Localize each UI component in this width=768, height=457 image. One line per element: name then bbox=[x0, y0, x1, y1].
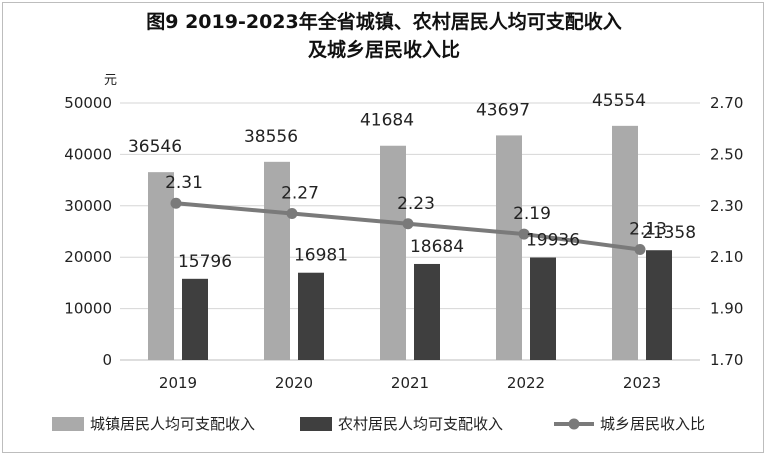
ratio-point bbox=[634, 243, 646, 255]
ratio-label: 2.31 bbox=[165, 173, 203, 193]
rural-income-label: 19936 bbox=[526, 231, 580, 251]
x-tick-label: 2021 bbox=[391, 374, 429, 392]
rural-income-label: 21358 bbox=[642, 223, 696, 243]
ratio-line bbox=[170, 197, 646, 255]
data-labels: 36546 38556 41684 43697 45554 15796 16981 18684… bbox=[128, 91, 696, 272]
urban-income-bar bbox=[496, 135, 522, 360]
legend-label-ratio: 城乡居民收入比 bbox=[600, 415, 705, 433]
chart-title: 图9 2019-2023年全省城镇、农村居民人均可支配收入 及城乡居民收入比 bbox=[0, 8, 768, 64]
legend-label-rural: 农村居民人均可支配收入 bbox=[338, 415, 503, 433]
legend-label-urban: 城镇居民人均可支配收入 bbox=[90, 415, 255, 433]
ratio-point bbox=[518, 228, 530, 240]
urban-income-bar bbox=[380, 145, 406, 360]
x-tick-label: 2020 bbox=[275, 374, 313, 392]
rural-income-bar bbox=[414, 263, 440, 360]
rural-income-label: 16981 bbox=[294, 246, 348, 266]
left-tick-label: 10000 bbox=[64, 300, 112, 318]
urban-income-bar bbox=[148, 172, 174, 360]
bars bbox=[148, 125, 672, 360]
right-axis-ticks: 1.70 1.90 2.10 2.30 2.50 2.70 bbox=[710, 94, 743, 369]
legend-swatch-urban bbox=[52, 417, 84, 431]
right-tick-label: 1.90 bbox=[710, 300, 743, 318]
left-tick-label: 0 bbox=[102, 351, 112, 369]
ratio-point bbox=[286, 208, 298, 220]
urban-income-label: 36546 bbox=[128, 137, 182, 157]
gridlines bbox=[120, 102, 700, 361]
right-tick-label: 2.10 bbox=[710, 248, 743, 266]
legend-swatch-rural bbox=[300, 417, 332, 431]
chart-frame bbox=[2, 2, 764, 453]
x-axis-ticks: 2019 2020 2021 2022 2023 bbox=[159, 374, 661, 392]
ratio-label: 2.27 bbox=[281, 184, 319, 204]
chart-title-line1: 图9 2019-2023年全省城镇、农村居民人均可支配收入 bbox=[146, 11, 622, 33]
left-tick-label: 30000 bbox=[64, 197, 112, 215]
urban-income-label: 43697 bbox=[476, 100, 530, 120]
left-tick-label: 50000 bbox=[64, 94, 112, 112]
urban-income-label: 38556 bbox=[244, 127, 298, 147]
right-tick-label: 2.50 bbox=[710, 145, 743, 163]
rural-income-label: 15796 bbox=[178, 252, 232, 272]
right-tick-label: 2.70 bbox=[710, 94, 743, 112]
rural-income-bar bbox=[646, 250, 672, 360]
left-tick-label: 20000 bbox=[64, 248, 112, 266]
chart-title-line2: 及城乡居民收入比 bbox=[307, 39, 460, 61]
urban-income-bar bbox=[612, 125, 638, 360]
rural-income-bar bbox=[182, 278, 208, 360]
x-tick-label: 2019 bbox=[159, 374, 197, 392]
legend-swatch-ratio-point bbox=[568, 418, 580, 430]
right-tick-label: 1.70 bbox=[710, 351, 743, 369]
right-tick-label: 2.30 bbox=[710, 197, 743, 215]
legend: 城镇居民人均可支配收入 农村居民人均可支配收入 城乡居民收入比 bbox=[52, 415, 705, 433]
x-tick-label: 2023 bbox=[623, 374, 661, 392]
ratio-point bbox=[170, 197, 182, 209]
rural-income-bar bbox=[298, 272, 324, 360]
ratio-label: 2.19 bbox=[513, 204, 551, 224]
urban-income-label: 45554 bbox=[592, 91, 646, 111]
urban-income-label: 41684 bbox=[360, 111, 414, 131]
x-tick-label: 2022 bbox=[507, 374, 545, 392]
urban-income-bar bbox=[264, 161, 290, 360]
ratio-label: 2.23 bbox=[397, 194, 435, 214]
ratio-point bbox=[402, 218, 414, 230]
rural-income-bar bbox=[530, 257, 556, 360]
ratio-label: 2.13 bbox=[629, 219, 667, 239]
left-tick-label: 40000 bbox=[64, 145, 112, 163]
left-axis-ticks: 0 10000 20000 30000 40000 50000 bbox=[64, 94, 112, 369]
left-axis-unit: 元 bbox=[104, 73, 117, 88]
rural-income-label: 18684 bbox=[410, 237, 464, 257]
